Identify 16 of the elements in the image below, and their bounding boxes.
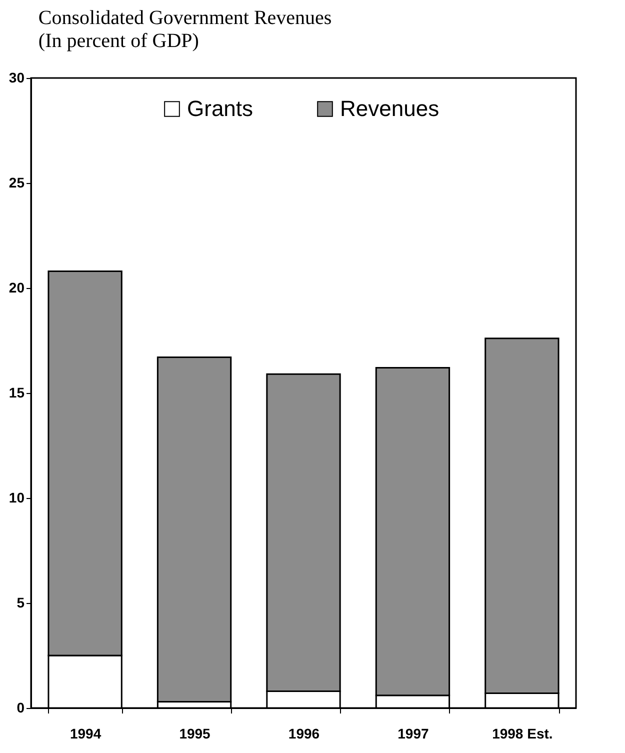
- y-tick-label: 25: [8, 174, 25, 190]
- legend-label: Revenues: [340, 96, 440, 121]
- y-tick-label: 0: [16, 700, 25, 716]
- x-tick-label: 1996: [288, 726, 320, 742]
- y-tick-label: 15: [8, 384, 25, 400]
- y-tick-label: 20: [8, 280, 25, 296]
- chart-title: Consolidated Government Revenues: [38, 7, 332, 29]
- chart-subtitle: (In percent of GDP): [38, 30, 199, 52]
- y-tick-label: 30: [8, 70, 25, 86]
- legend-label: Grants: [187, 96, 254, 121]
- x-tick-label: 1998 Est.: [492, 726, 553, 742]
- y-tick-label: 5: [16, 594, 25, 610]
- y-tick-label: 10: [8, 490, 25, 506]
- x-tick-label: 1997: [398, 726, 429, 742]
- x-tick-label: 1994: [70, 726, 102, 742]
- x-tick-label: 1995: [179, 726, 211, 742]
